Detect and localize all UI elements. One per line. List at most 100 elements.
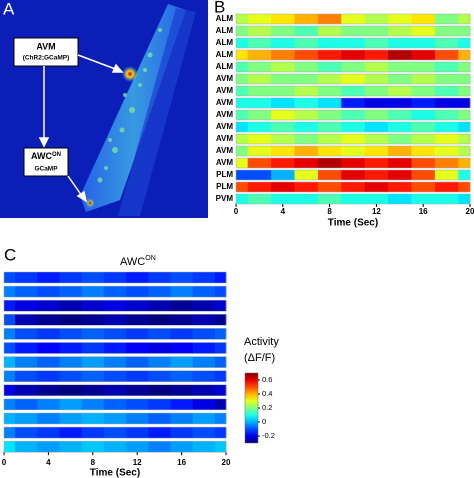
heat-cell bbox=[458, 110, 471, 120]
heat-cell bbox=[170, 342, 194, 354]
heat-cell bbox=[271, 182, 295, 192]
row-label: AVM bbox=[216, 74, 234, 83]
heat-cell bbox=[148, 356, 171, 368]
heat-cell bbox=[103, 441, 127, 453]
panel-title: AWCON bbox=[120, 255, 156, 268]
heat-cell bbox=[458, 14, 471, 24]
heat-cell bbox=[388, 110, 412, 120]
x-tick-label: 12 bbox=[372, 207, 381, 216]
heat-cell bbox=[15, 328, 38, 340]
row-frame bbox=[235, 85, 471, 97]
heat-cell bbox=[126, 286, 149, 298]
heat-cell bbox=[192, 286, 216, 298]
heat-cell bbox=[4, 413, 16, 424]
row-frame bbox=[235, 145, 471, 157]
heat-cell bbox=[388, 122, 412, 132]
heat-cell bbox=[148, 300, 171, 312]
row-frame bbox=[3, 370, 227, 382]
x-tick-label: 8 bbox=[91, 458, 96, 467]
heat-cell bbox=[341, 134, 366, 144]
heat-cell bbox=[247, 194, 272, 204]
heat-cell bbox=[411, 38, 436, 48]
heat-cell bbox=[103, 314, 127, 326]
heat-cell bbox=[37, 342, 60, 354]
heat-cell bbox=[388, 62, 412, 72]
heat-cell bbox=[148, 398, 171, 410]
heat-cell bbox=[411, 182, 436, 192]
heat-cell bbox=[4, 384, 16, 396]
heat-cell bbox=[271, 110, 295, 120]
heat-cell bbox=[341, 62, 366, 72]
heat-cell bbox=[247, 158, 272, 168]
heat-cell bbox=[59, 286, 83, 298]
row-frame bbox=[3, 426, 227, 439]
heat-cell bbox=[317, 38, 342, 48]
heat-cell bbox=[236, 38, 249, 48]
row-label: PLM bbox=[216, 170, 233, 179]
heat-cell bbox=[192, 300, 216, 312]
heat-cell bbox=[271, 38, 295, 48]
colorbar-tick-label: 0.2 bbox=[262, 403, 272, 412]
heat-cell bbox=[434, 98, 459, 108]
heat-cell bbox=[341, 110, 366, 120]
heat-cell bbox=[434, 134, 459, 144]
heat-cell bbox=[247, 38, 272, 48]
heat-cell bbox=[317, 170, 342, 180]
row-frame bbox=[235, 49, 471, 61]
x-tick-label: 8 bbox=[327, 207, 332, 216]
heat-cell bbox=[170, 300, 194, 312]
row-frame bbox=[235, 121, 471, 133]
heat-cell bbox=[458, 194, 471, 204]
heat-cell bbox=[411, 50, 436, 60]
heat-cell bbox=[15, 441, 38, 453]
row-frame bbox=[235, 25, 471, 37]
heat-cell bbox=[364, 182, 389, 192]
heat-cell bbox=[170, 398, 194, 410]
heat-cell bbox=[236, 194, 249, 204]
heat-cell bbox=[81, 342, 105, 354]
heat-cell bbox=[341, 74, 366, 84]
heat-cell bbox=[126, 384, 149, 396]
row-label: AVM bbox=[216, 158, 234, 167]
heat-cell bbox=[236, 182, 249, 192]
heat-cell bbox=[4, 272, 16, 283]
heat-cell bbox=[4, 356, 16, 368]
heat-cell bbox=[4, 328, 16, 340]
heat-cell bbox=[294, 146, 319, 156]
heat-cell bbox=[434, 26, 459, 36]
heat-cell bbox=[170, 356, 194, 368]
heat-cell bbox=[411, 146, 436, 156]
heat-cell bbox=[59, 356, 83, 368]
heat-cell bbox=[192, 413, 216, 424]
heat-cell bbox=[192, 272, 216, 283]
heat-cell bbox=[103, 370, 127, 382]
heat-cell bbox=[434, 170, 459, 180]
title-sup: ON bbox=[145, 255, 156, 262]
heat-cell bbox=[236, 26, 249, 36]
heat-cell bbox=[103, 328, 127, 340]
row-label: ALM bbox=[216, 38, 234, 47]
heat-cell bbox=[236, 14, 249, 24]
row-frame bbox=[3, 356, 227, 368]
heat-cell bbox=[15, 413, 38, 424]
heat-cell bbox=[37, 272, 60, 283]
heat-cell bbox=[294, 86, 319, 96]
panel-letter: A bbox=[3, 0, 15, 18]
heat-cell bbox=[458, 62, 471, 72]
heat-cell bbox=[192, 314, 216, 326]
row-frame bbox=[235, 61, 471, 73]
colorbar-tick-label: 0 bbox=[262, 417, 266, 426]
arrows bbox=[38, 54, 124, 203]
heat-cell bbox=[126, 328, 149, 340]
heat-cell bbox=[148, 427, 171, 439]
x-tick-label: 0 bbox=[2, 458, 7, 467]
heat-cell bbox=[59, 328, 83, 340]
heat-cell bbox=[317, 122, 342, 132]
heat-cell bbox=[214, 328, 227, 340]
heat-cell bbox=[170, 441, 194, 453]
heat-cell bbox=[317, 110, 342, 120]
heat-cell bbox=[341, 170, 366, 180]
heat-cell bbox=[81, 384, 105, 396]
row-frame bbox=[235, 193, 471, 205]
heat-cell bbox=[317, 98, 342, 108]
